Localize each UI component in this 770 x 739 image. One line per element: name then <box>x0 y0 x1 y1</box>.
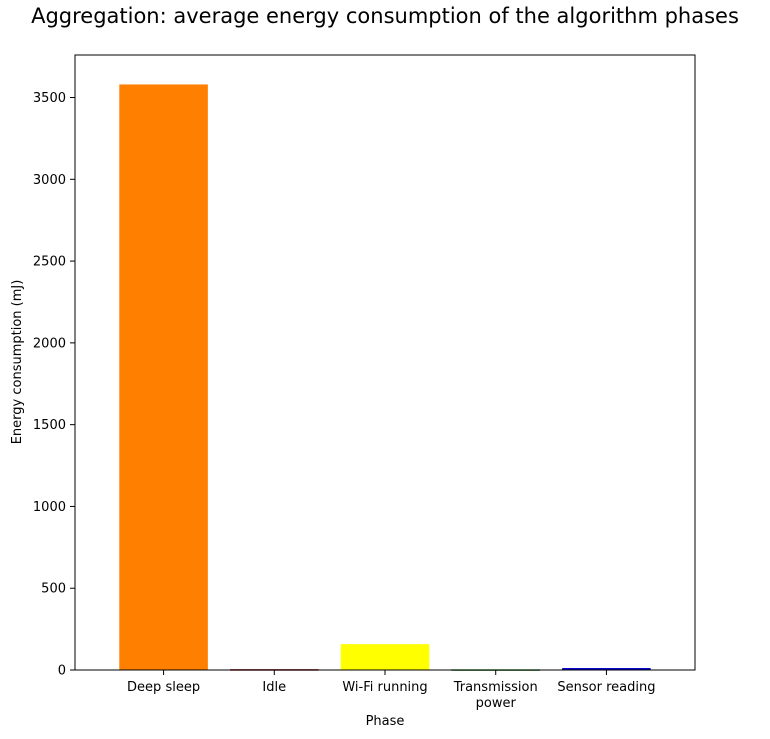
y-tick-label-0: 0 <box>58 664 66 679</box>
bars-group <box>119 84 651 671</box>
x-tick-label-0: Deep sleep <box>127 680 200 695</box>
y-axis: 0 500 1000 1500 2000 2500 3000 3500 <box>33 91 75 679</box>
y-tick-label-4: 2000 <box>33 336 66 351</box>
chart-title: Aggregation: average energy consumption … <box>31 4 739 28</box>
y-tick-label-3: 1500 <box>33 418 66 433</box>
y-tick-label-1: 500 <box>41 582 66 597</box>
y-tick-label-7: 3500 <box>33 91 66 106</box>
x-tick-label-1: Idle <box>262 680 286 695</box>
y-axis-label: Energy consumption (mJ) <box>10 280 25 445</box>
bar-4 <box>562 668 651 670</box>
x-tick-label-3: Transmission power <box>453 680 538 711</box>
bar-0 <box>119 84 208 671</box>
x-axis: Deep sleep Idle Wi-Fi running Transmission p… <box>127 670 655 711</box>
x-tick-label-2: Wi-Fi running <box>342 680 427 695</box>
x-tick-label-4: Sensor reading <box>557 680 655 695</box>
x-axis-label: Phase <box>366 714 405 729</box>
y-tick-label-2: 1000 <box>33 500 66 515</box>
bar-2 <box>340 644 430 670</box>
y-tick-label-5: 2500 <box>33 255 66 270</box>
y-tick-label-6: 3000 <box>33 173 66 188</box>
